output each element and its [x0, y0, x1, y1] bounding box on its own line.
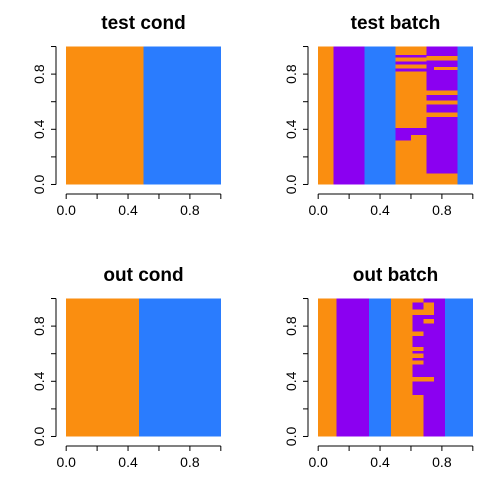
y-tick-label: 0.8 — [31, 316, 47, 336]
heatmap-cell-orange — [423, 302, 435, 310]
panel-2: test batch 0.0 0.4 0.8 0.0 0.4 0.8 — [283, 13, 474, 218]
heatmap-cell-blue — [143, 46, 221, 185]
panel-4: out batch 0.0 0.4 0.8 0.0 0.4 0.8 — [283, 265, 474, 470]
heatmap-cell-orange — [412, 346, 424, 351]
y-tick-label: 0.4 — [283, 371, 299, 391]
heatmap-cell-orange — [412, 395, 424, 437]
y-axis: 0.0 0.4 0.8 — [31, 298, 57, 447]
panel-title: test cond — [101, 13, 185, 34]
heatmap-cell-blue — [369, 298, 391, 437]
y-tick-label: 0.0 — [31, 175, 47, 195]
heatmap-cell-orange — [318, 46, 334, 185]
heatmap-cell-blue — [444, 298, 473, 437]
heatmap-cell-orange — [423, 319, 435, 324]
y-tick-label: 0.0 — [283, 427, 299, 447]
y-tick-label: 0.4 — [31, 119, 47, 139]
y-tick-label: 0.4 — [283, 119, 299, 139]
x-axis: 0.0 0.4 0.8 — [308, 445, 474, 470]
x-tick-label: 0.0 — [308, 454, 328, 470]
heatmap-cell-purple — [336, 298, 370, 437]
y-tick-label: 0.4 — [31, 371, 47, 391]
x-tick-label: 0.4 — [370, 202, 390, 218]
x-axis: 0.0 0.4 0.8 — [308, 193, 474, 218]
heatmap-cell-purple — [333, 46, 365, 185]
y-tick-label: 0.8 — [283, 64, 299, 84]
y-tick-label: 0.8 — [31, 64, 47, 84]
y-tick-label: 0.0 — [283, 175, 299, 195]
x-tick-label: 0.0 — [308, 202, 328, 218]
heatmap-cell-purple — [395, 127, 427, 135]
heatmap-cell-orange — [426, 90, 458, 95]
heatmap-cell-orange — [66, 46, 144, 185]
panel-1: test cond 0.0 0.4 0.8 0.0 0.4 0.8 — [31, 13, 222, 218]
y-tick-label: 0.0 — [31, 427, 47, 447]
heatmap-cell-blue — [364, 46, 396, 185]
heatmap-cell-orange — [412, 309, 435, 316]
heatmap-cell-purple — [395, 54, 427, 58]
heatmap-cells — [318, 46, 473, 185]
heatmap-cell-blue — [457, 46, 473, 185]
heatmap-cell-orange — [412, 331, 424, 336]
x-tick-label: 0.4 — [118, 454, 138, 470]
panel-title: out cond — [103, 265, 183, 286]
heatmap-cells — [318, 298, 473, 437]
y-axis: 0.0 0.4 0.8 — [283, 298, 309, 447]
x-tick-label: 0.4 — [370, 454, 390, 470]
heatmap-cell-blue — [138, 298, 221, 437]
heatmap-cell-orange — [412, 360, 424, 365]
x-tick-label: 0.0 — [56, 202, 76, 218]
y-axis: 0.0 0.4 0.8 — [283, 46, 309, 195]
heatmap-cell-orange — [318, 298, 337, 437]
x-tick-label: 0.8 — [432, 454, 452, 470]
heatmap-cell-orange — [426, 112, 458, 117]
heatmap-cell-orange — [434, 67, 458, 70]
heatmap-cell-orange — [412, 377, 435, 382]
heatmap-cell-orange — [395, 46, 427, 185]
heatmap-cells — [66, 46, 221, 185]
y-tick-label: 0.8 — [283, 316, 299, 336]
x-tick-label: 0.4 — [118, 202, 138, 218]
heatmap-cell-purple — [395, 134, 411, 141]
heatmap-cell-orange — [390, 298, 413, 437]
panel-title: test batch — [351, 13, 441, 34]
x-axis: 0.0 0.4 0.8 — [56, 445, 222, 470]
heatmap-cell-orange — [66, 298, 139, 437]
heatmap-cell-orange — [426, 100, 458, 105]
y-axis: 0.0 0.4 0.8 — [31, 46, 57, 195]
x-tick-label: 0.8 — [180, 454, 200, 470]
heatmap-cell-orange — [426, 173, 458, 185]
heatmap-cell-purple — [395, 61, 427, 65]
x-axis: 0.0 0.4 0.8 — [56, 193, 222, 218]
x-tick-label: 0.0 — [56, 454, 76, 470]
heatmap-cell-orange — [412, 298, 424, 303]
panel-3: out cond 0.0 0.4 0.8 0.0 0.4 0.8 — [31, 265, 222, 470]
x-tick-label: 0.8 — [432, 202, 452, 218]
panel-title: out batch — [353, 265, 439, 286]
heatmap-cell-orange — [412, 353, 424, 358]
heatmap-cells — [66, 298, 221, 437]
heatmap-cell-orange — [426, 56, 458, 61]
x-tick-label: 0.8 — [180, 202, 200, 218]
heatmap-cell-purple — [395, 68, 427, 72]
